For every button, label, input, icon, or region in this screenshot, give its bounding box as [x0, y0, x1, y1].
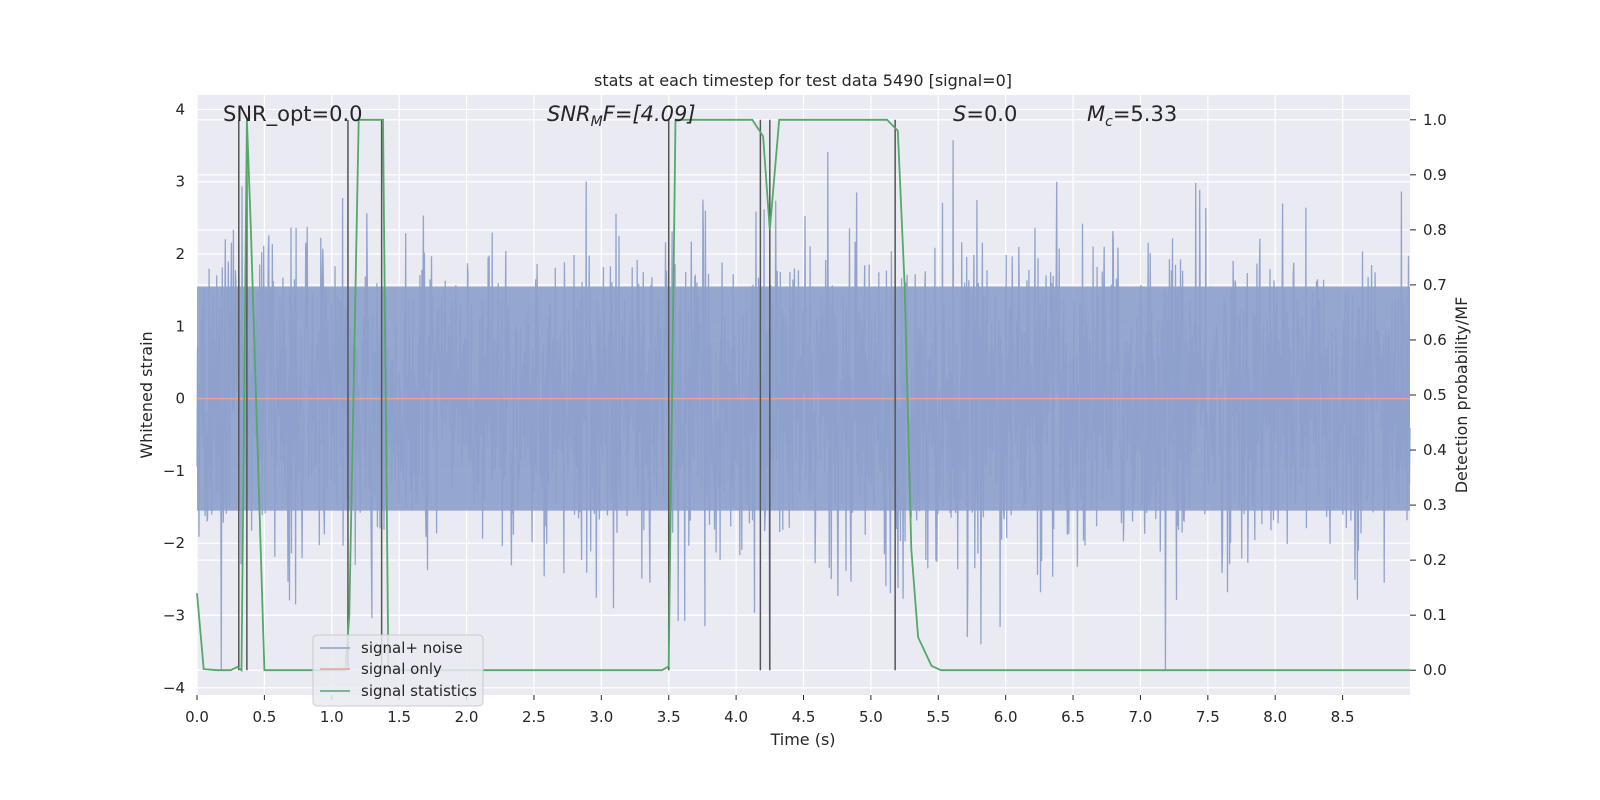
left-y-axis-label: Whitened strain	[137, 331, 156, 458]
x-tick-label-2: 1.0	[320, 708, 344, 726]
annotation-snr-mf: SNRMF=[4.09]	[547, 102, 696, 130]
annotation-snr-opt: SNR_opt=0.0	[223, 102, 363, 127]
legend-label-signal-statistics: signal statistics	[361, 682, 477, 700]
x-tick-label-1: 0.5	[252, 708, 276, 726]
legend-label-signal-noise: signal+ noise	[361, 639, 463, 657]
y-right-tick-label-3: 0.3	[1423, 496, 1447, 514]
y-left-tick-label-1: −3	[163, 606, 185, 624]
y-right-tick-label-9: 0.9	[1423, 166, 1447, 184]
vertical-markers	[238, 119, 896, 671]
x-tick-label-14: 7.0	[1129, 708, 1153, 726]
mc-sub: c	[1105, 114, 1113, 130]
y-right-tick-label-10: 1.0	[1423, 111, 1447, 129]
snr-mf-main: SNR	[547, 102, 591, 126]
x-tick-label-0: 0.0	[185, 708, 209, 726]
annotation-s: S=0.0	[953, 102, 1017, 126]
y-right-tick-label-5: 0.5	[1423, 386, 1447, 404]
x-tick-label-11: 5.5	[926, 708, 950, 726]
y-left-tick-label-5: 1	[175, 317, 185, 335]
x-tick-label-15: 7.5	[1196, 708, 1220, 726]
x-axis-ticks: 0.0 0.5 1.0 1.5 2.0 2.5 3.0 3.5 4.0 4.5 5.0 5.5 6.0 6…	[185, 695, 1355, 726]
x-tick-label-9: 4.5	[792, 708, 816, 726]
y-right-tick-label-4: 0.4	[1423, 441, 1447, 459]
legend: signal+ noise signal only signal statist…	[312, 634, 484, 707]
x-tick-label-17: 8.5	[1331, 708, 1355, 726]
left-y-axis-ticks: −4 −3 −2 −1 0 1 2 3 4	[163, 100, 185, 696]
mc-tail: =5.33	[1113, 102, 1177, 126]
snr-mf-tail: F=[4.09]	[603, 102, 696, 126]
x-tick-label-12: 6.0	[994, 708, 1018, 726]
legend-label-signal-only: signal only	[361, 660, 442, 678]
x-tick-label-10: 5.0	[859, 708, 883, 726]
x-tick-label-13: 6.5	[1061, 708, 1085, 726]
x-tick-label-4: 2.0	[455, 708, 479, 726]
x-tick-label-16: 8.0	[1263, 708, 1287, 726]
chart-title: stats at each timestep for test data 549…	[594, 71, 1012, 90]
y-left-tick-label-7: 3	[175, 173, 185, 191]
x-tick-label-6: 3.0	[589, 708, 613, 726]
snr-mf-sub: M	[591, 114, 603, 130]
y-left-tick-label-0: −4	[163, 679, 185, 697]
x-axis-label: Time (s)	[769, 730, 835, 749]
x-tick-label-3: 1.5	[387, 708, 411, 726]
x-tick-label-5: 2.5	[522, 708, 546, 726]
y-left-tick-label-3: −1	[163, 462, 185, 480]
s-main: S	[953, 102, 966, 126]
y-right-tick-label-7: 0.7	[1423, 276, 1447, 294]
legend-box	[312, 634, 484, 707]
right-y-axis-ticks: 0.0 0.1 0.2 0.3 0.4 0.5 0.6 0.7 0.8 0.9 1.0	[1410, 111, 1447, 679]
noise-trace	[196, 140, 1411, 670]
y-left-tick-label-2: −2	[163, 534, 185, 552]
mc-main: M	[1087, 102, 1105, 126]
y-right-tick-label-6: 0.6	[1423, 331, 1447, 349]
y-right-tick-label-1: 0.1	[1423, 606, 1447, 624]
s-tail: =0.0	[966, 102, 1017, 126]
y-left-tick-label-4: 0	[175, 390, 185, 408]
right-y-axis-label: Detection probability/MF	[1452, 297, 1471, 494]
y-right-tick-label-0: 0.0	[1423, 661, 1447, 679]
y-left-tick-label-8: 4	[175, 100, 185, 118]
x-tick-label-7: 3.5	[657, 708, 681, 726]
annotation-mc: Mc=5.33	[1087, 102, 1177, 130]
y-right-tick-label-8: 0.8	[1423, 221, 1447, 239]
y-right-tick-label-2: 0.2	[1423, 551, 1447, 569]
x-tick-label-8: 4.0	[724, 708, 748, 726]
y-left-tick-label-6: 2	[175, 245, 185, 263]
